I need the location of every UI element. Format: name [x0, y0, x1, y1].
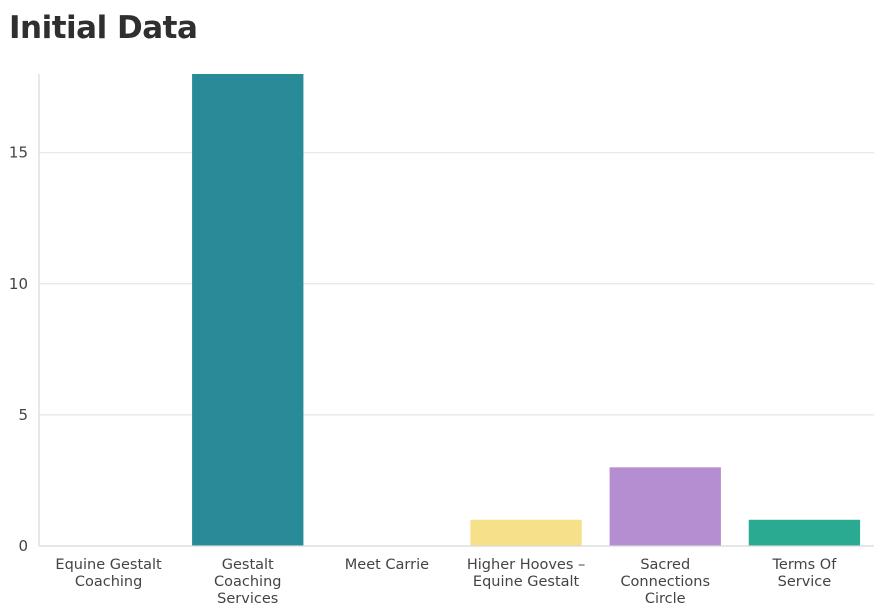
bar[interactable]	[192, 74, 304, 546]
y-tick-label: 10	[9, 275, 28, 293]
y-tick-labels: 0 5 10 15	[9, 144, 28, 555]
bar[interactable]	[609, 467, 721, 546]
x-tick-label: Sacred Connections Circle	[620, 557, 710, 607]
y-tick-label: 5	[18, 406, 28, 424]
chart-title: Initial Data	[9, 10, 198, 46]
grid-lines	[39, 152, 874, 416]
bar[interactable]	[748, 519, 861, 546]
x-tick-label: Terms Of Service	[772, 557, 838, 590]
bar[interactable]	[470, 519, 582, 546]
x-tick-label: Gestalt Coaching Services	[214, 557, 281, 607]
bars	[192, 74, 861, 546]
y-tick-label: 0	[18, 537, 28, 555]
x-tick-label: Higher Hooves – Equine Gestalt	[467, 557, 585, 590]
x-tick-label: Equine Gestalt Coaching	[55, 557, 162, 590]
axes	[38, 74, 874, 547]
y-tick-label: 15	[9, 144, 28, 162]
x-tick-labels: Equine Gestalt Coaching Gestalt Coaching Ser…	[55, 557, 837, 607]
x-tick-label: Meet Carrie	[345, 557, 429, 573]
